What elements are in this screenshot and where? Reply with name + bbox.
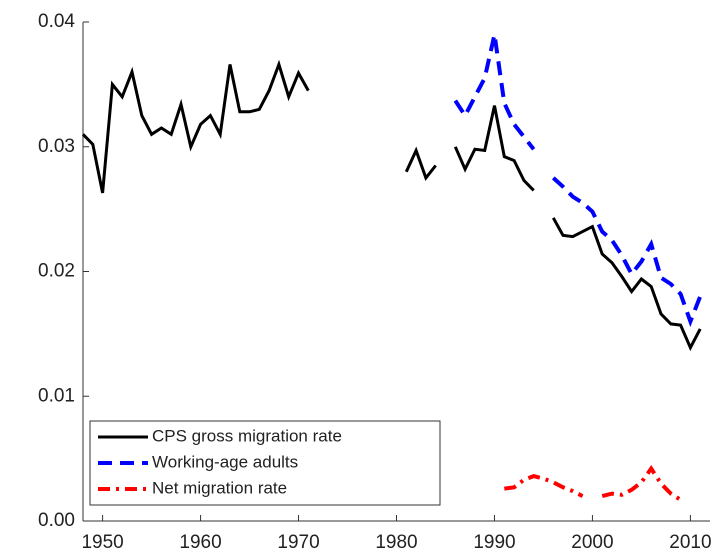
series-line [453, 34, 703, 328]
x-tick-label: 1980 [375, 532, 417, 553]
series-line [504, 465, 682, 502]
x-tick-label: 1970 [277, 532, 319, 553]
y-tick-label: 0.00 [38, 510, 75, 531]
legend-label: Net migration rate [152, 478, 287, 497]
x-tick-label: 2000 [571, 532, 613, 553]
legend-label: Working-age adults [152, 452, 298, 471]
y-tick-label: 0.01 [38, 385, 75, 406]
x-tick-label: 1950 [81, 532, 123, 553]
y-tick-label: 0.04 [38, 11, 75, 32]
y-tick-label: 0.03 [38, 136, 75, 157]
x-tick-label: 1990 [473, 532, 515, 553]
x-tick-label: 2010 [669, 532, 711, 553]
legend-label: CPS gross migration rate [152, 426, 342, 445]
y-tick-label: 0.02 [38, 261, 75, 282]
legend-box [89, 420, 441, 506]
series-line [81, 59, 702, 352]
x-tick-label: 1960 [179, 532, 221, 553]
